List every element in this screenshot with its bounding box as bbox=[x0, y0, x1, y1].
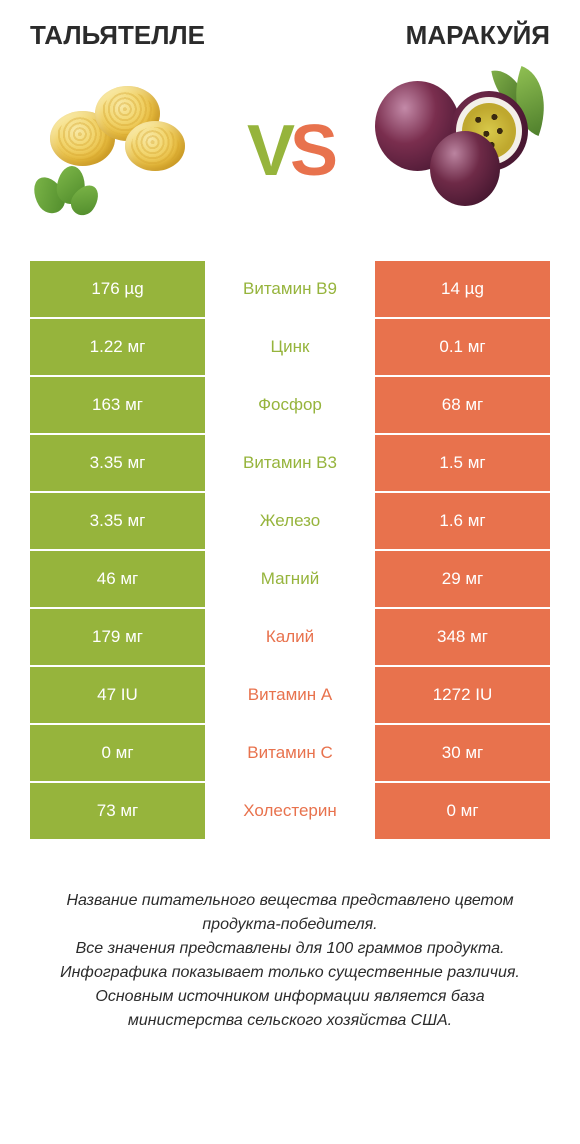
cell-nutrient-name: Фосфор bbox=[205, 377, 375, 433]
food-image-left bbox=[30, 76, 210, 226]
vs-s: S bbox=[290, 111, 333, 191]
cell-left-value: 176 µg bbox=[30, 261, 205, 317]
cell-right-value: 30 мг bbox=[375, 725, 550, 781]
table-row: 1.22 мгЦинк0.1 мг bbox=[30, 319, 550, 375]
table-row: 3.35 мгВитамин B31.5 мг bbox=[30, 435, 550, 491]
footer-note: Название питательного вещества представл… bbox=[30, 889, 550, 1033]
cell-nutrient-name: Цинк bbox=[205, 319, 375, 375]
cell-right-value: 1272 IU bbox=[375, 667, 550, 723]
hero: VS bbox=[30, 71, 550, 231]
cell-nutrient-name: Калий bbox=[205, 609, 375, 665]
header: Тальятелле Mаракуйя bbox=[30, 20, 550, 51]
cell-nutrient-name: Витамин B3 bbox=[205, 435, 375, 491]
cell-left-value: 0 мг bbox=[30, 725, 205, 781]
cell-right-value: 68 мг bbox=[375, 377, 550, 433]
cell-left-value: 73 мг bbox=[30, 783, 205, 839]
table-row: 0 мгВитамин C30 мг bbox=[30, 725, 550, 781]
cell-left-value: 3.35 мг bbox=[30, 435, 205, 491]
cell-left-value: 179 мг bbox=[30, 609, 205, 665]
cell-left-value: 3.35 мг bbox=[30, 493, 205, 549]
footer-line: Все значения представлены для 100 граммо… bbox=[40, 937, 540, 961]
cell-left-value: 163 мг bbox=[30, 377, 205, 433]
footer-line: Инфографика показывает только существенн… bbox=[40, 961, 540, 985]
cell-nutrient-name: Витамин A bbox=[205, 667, 375, 723]
nutrient-table: 176 µgВитамин B914 µg1.22 мгЦинк0.1 мг16… bbox=[30, 261, 550, 839]
cell-right-value: 29 мг bbox=[375, 551, 550, 607]
table-row: 163 мгФосфор68 мг bbox=[30, 377, 550, 433]
table-row: 176 µgВитамин B914 µg bbox=[30, 261, 550, 317]
title-right: Mаракуйя bbox=[406, 20, 550, 51]
footer-line: Название питательного вещества представл… bbox=[40, 889, 540, 937]
cell-right-value: 1.5 мг bbox=[375, 435, 550, 491]
table-row: 73 мгХолестерин0 мг bbox=[30, 783, 550, 839]
cell-left-value: 1.22 мг bbox=[30, 319, 205, 375]
vs-v: V bbox=[247, 111, 290, 191]
cell-right-value: 14 µg bbox=[375, 261, 550, 317]
vs-label: VS bbox=[247, 110, 333, 192]
footer-line: Основным источником информации является … bbox=[40, 985, 540, 1033]
cell-left-value: 46 мг bbox=[30, 551, 205, 607]
cell-nutrient-name: Холестерин bbox=[205, 783, 375, 839]
table-row: 47 IUВитамин A1272 IU bbox=[30, 667, 550, 723]
cell-right-value: 0 мг bbox=[375, 783, 550, 839]
cell-nutrient-name: Витамин C bbox=[205, 725, 375, 781]
table-row: 3.35 мгЖелезо1.6 мг bbox=[30, 493, 550, 549]
cell-right-value: 1.6 мг bbox=[375, 493, 550, 549]
food-image-right bbox=[370, 76, 550, 226]
cell-right-value: 0.1 мг bbox=[375, 319, 550, 375]
table-row: 179 мгКалий348 мг bbox=[30, 609, 550, 665]
cell-nutrient-name: Витамин B9 bbox=[205, 261, 375, 317]
cell-nutrient-name: Железо bbox=[205, 493, 375, 549]
title-left: Тальятелле bbox=[30, 20, 205, 51]
cell-nutrient-name: Магний bbox=[205, 551, 375, 607]
cell-right-value: 348 мг bbox=[375, 609, 550, 665]
cell-left-value: 47 IU bbox=[30, 667, 205, 723]
table-row: 46 мгМагний29 мг bbox=[30, 551, 550, 607]
